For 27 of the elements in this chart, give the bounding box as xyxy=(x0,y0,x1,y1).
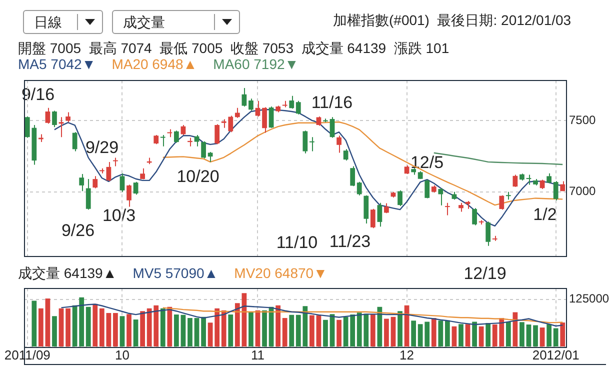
y-tick-label: 7000 xyxy=(569,184,596,198)
chart-title: 加權指數(#001) 最後日期: 2012/01/03 xyxy=(333,12,572,30)
chart-subtitle: 開盤 7005 最高 7074 最低 7005 收盤 7053 成交量 64139 漲跌 101 xyxy=(18,40,450,58)
annotation: 11/23 xyxy=(329,232,371,251)
x-tick-label: 11 xyxy=(250,348,264,363)
annotation: 11/10 xyxy=(276,233,318,252)
text: MV5 57090▲ xyxy=(132,265,218,281)
annotation: 9/29 xyxy=(85,138,119,157)
x-tick-label: 2012/01 xyxy=(532,348,580,363)
dropdown-field: 成交量 xyxy=(112,10,240,34)
annotation: 10/3 xyxy=(102,206,136,225)
text: MA5 7042▼ xyxy=(18,56,96,72)
text: 12/19 xyxy=(464,264,506,283)
annotation: 12/5 xyxy=(410,153,444,172)
x-tick-label: 12 xyxy=(400,348,414,363)
annotation: 1/2 xyxy=(533,205,557,224)
y-tick-label: 7500 xyxy=(569,113,596,128)
annotation: 9/26 xyxy=(61,221,95,240)
x-tick-label: 10 xyxy=(115,348,130,363)
text: MA60 7192▼ xyxy=(213,56,299,72)
text: 成交量 64139▲ xyxy=(18,265,117,281)
annotation: 11/16 xyxy=(311,93,353,112)
annotation: 10/20 xyxy=(176,167,220,186)
y-tick-label: 125000 xyxy=(569,292,610,306)
text: MA20 6948▲ xyxy=(112,56,198,72)
dropdown-field: 日線 xyxy=(23,10,103,34)
text: MV20 64870▼ xyxy=(234,265,328,281)
